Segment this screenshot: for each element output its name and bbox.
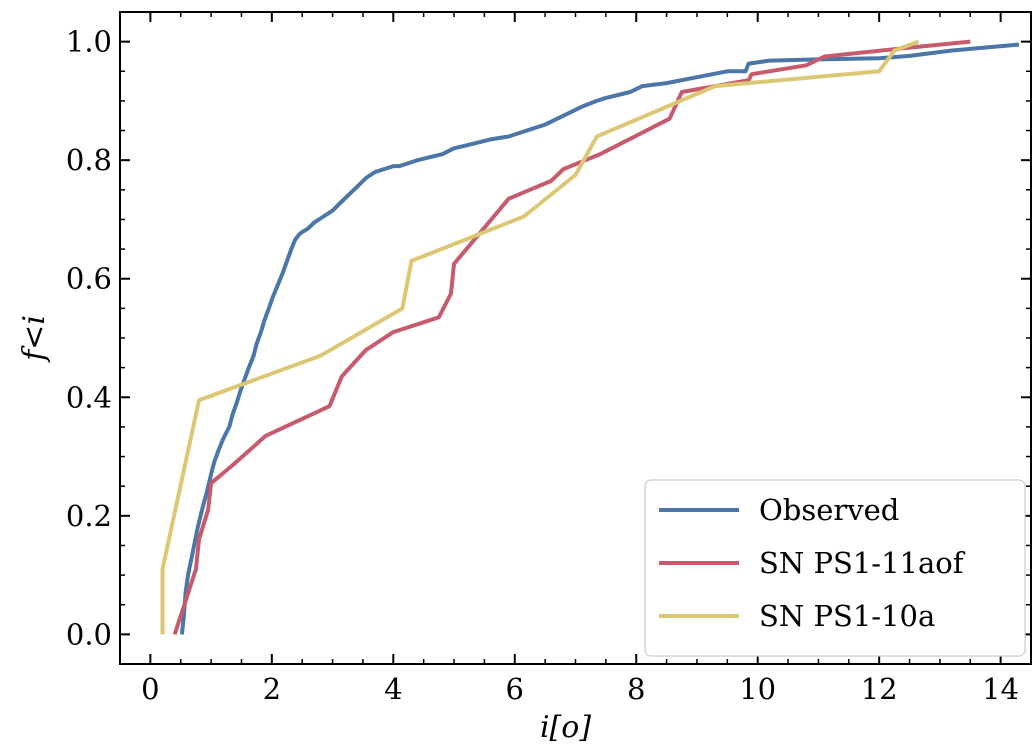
legend-items: Observed SN PS1-11aof SN PS1-10a (659, 493, 966, 633)
series-lines (160, 39, 1020, 636)
x-tick-label: 12 (861, 672, 898, 706)
x-tick-label: 10 (739, 672, 776, 706)
x-tick-label: 14 (982, 672, 1019, 706)
legend: Observed SN PS1-11aof SN PS1-10a (644, 479, 1026, 657)
legend-box (644, 479, 1026, 657)
x-tick-label: 0 (141, 672, 159, 706)
legend-label-2: SN PS1-10a (759, 599, 935, 633)
y-axis-label: f<i (17, 315, 52, 363)
x-tick-label: 8 (627, 672, 645, 706)
y-tick-label: 0.0 (66, 617, 112, 651)
y-tick-label: 0.8 (66, 143, 112, 177)
axis-ticks: 0 2 4 6 8 10 12 14 0.0 0.2 0.4 0.6 0.8 1.0 (66, 11, 1032, 706)
series-line-2 (160, 39, 920, 635)
y-tick-label: 0.6 (66, 262, 112, 296)
x-tick-label: 6 (506, 672, 524, 706)
legend-label-0: Observed (759, 493, 899, 527)
x-axis-label: i[o] (540, 710, 591, 745)
x-tick-label: 2 (263, 672, 281, 706)
series-line-1 (172, 39, 971, 636)
x-tick-label: 4 (384, 672, 402, 706)
y-tick-label: 0.2 (66, 499, 112, 533)
y-tick-label: 0.4 (66, 380, 112, 414)
legend-label-1: SN PS1-11aof (759, 546, 966, 580)
y-tick-label: 1.0 (66, 25, 112, 59)
series-line-0 (179, 42, 1020, 635)
